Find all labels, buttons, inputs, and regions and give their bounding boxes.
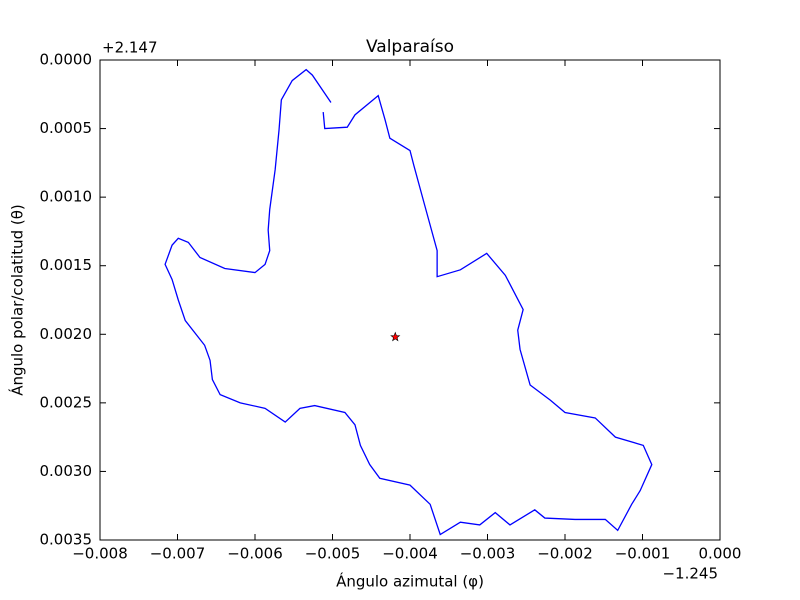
- y-tick-label: 0.0035: [40, 531, 93, 549]
- chart-title: Valparaíso: [366, 37, 454, 57]
- y-tick-label: 0.0015: [40, 256, 93, 274]
- x-tick-label: −0.004: [382, 545, 438, 563]
- y-axis-label: Ángulo polar/colatitud (θ): [8, 204, 27, 396]
- x-tick-label: 0.000: [699, 545, 742, 563]
- x-tick-label: −0.003: [460, 545, 516, 563]
- x-tick-label: −0.002: [537, 545, 593, 563]
- y-tick-label: 0.0025: [40, 393, 93, 411]
- x-tick-label: −0.008: [72, 545, 128, 563]
- x-tick-label: −0.007: [150, 545, 206, 563]
- plot-frame: [99, 59, 721, 541]
- y-tick-label: 0.0020: [40, 325, 93, 343]
- x-tick-label: −0.006: [227, 545, 283, 563]
- x-tick-label: −0.001: [615, 545, 671, 563]
- y-offset-label: +2.147: [102, 39, 158, 57]
- y-tick-label: 0.0000: [40, 51, 93, 69]
- y-tick-label: 0.0030: [40, 462, 93, 480]
- y-tick-label: 0.0005: [40, 119, 93, 137]
- x-axis-label: Ángulo azimutal (φ): [336, 572, 484, 591]
- x-tick-label: −0.005: [305, 545, 361, 563]
- star-marker: [390, 331, 401, 342]
- x-offset-label: −1.245: [662, 565, 718, 583]
- outline: [164, 68, 653, 536]
- y-tick-label: 0.0010: [40, 188, 93, 206]
